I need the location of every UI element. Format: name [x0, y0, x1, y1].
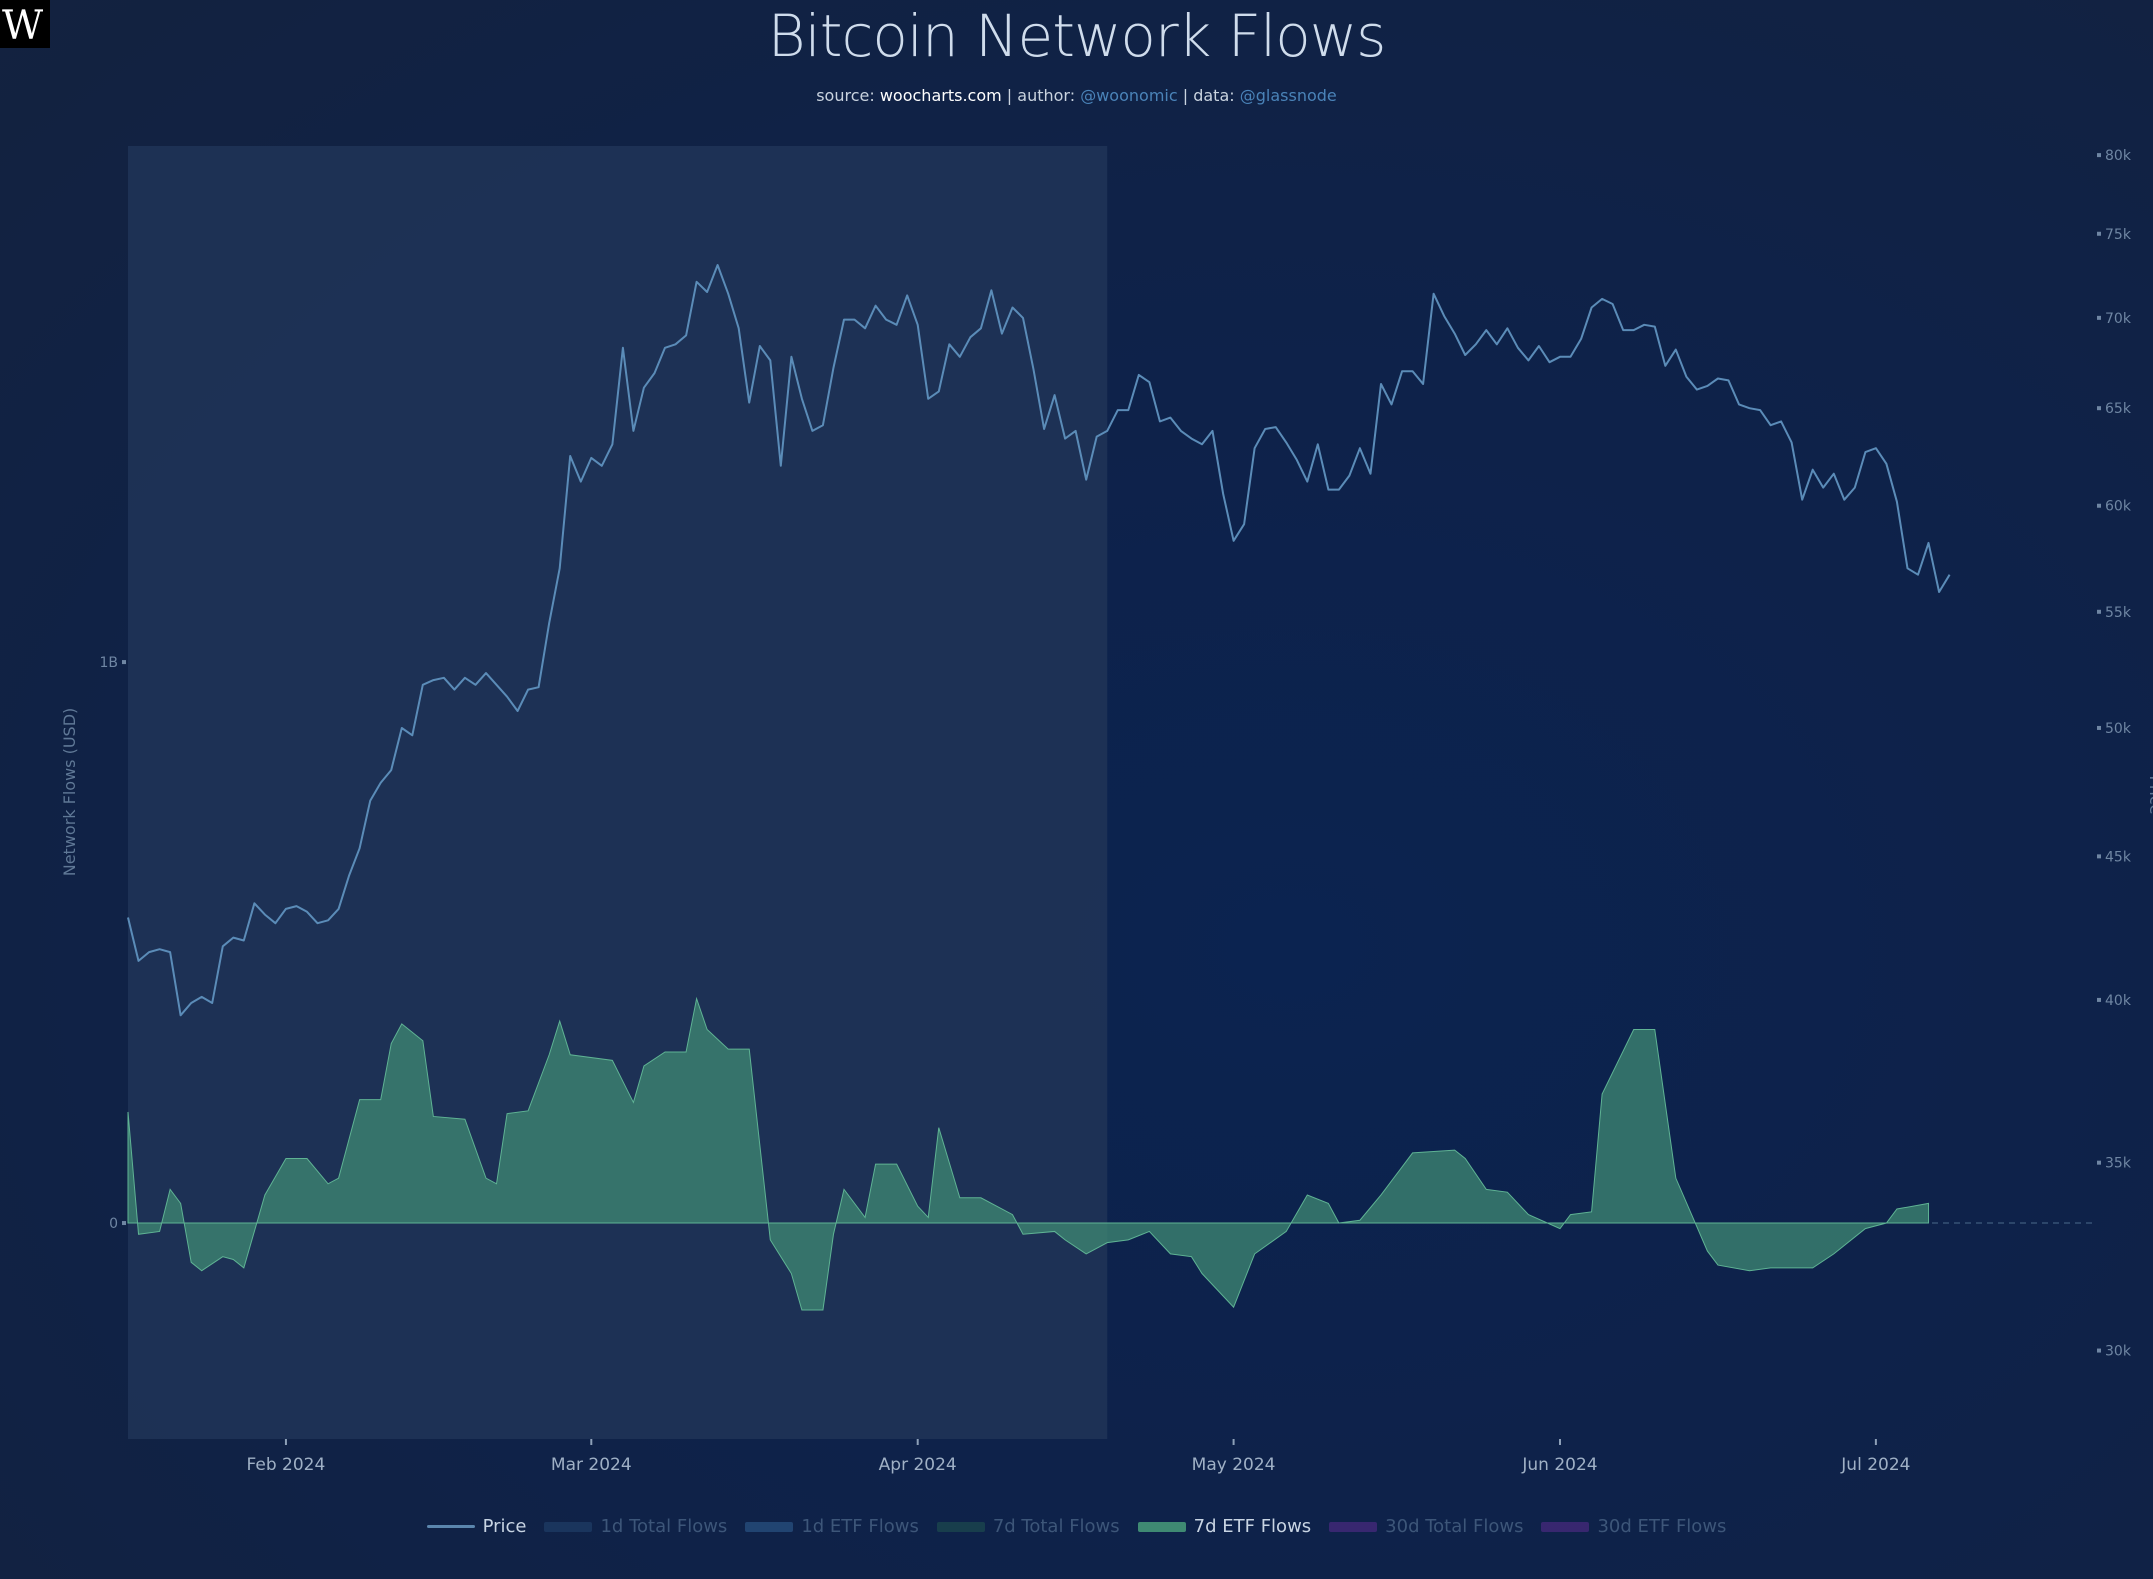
x-axis-tick-label: Mar 2024	[551, 1455, 632, 1475]
author-link[interactable]: @woonomic	[1080, 86, 1178, 105]
data-label: data:	[1193, 86, 1235, 105]
separator: |	[1182, 86, 1189, 105]
price-axis-tick-label: 50k	[2105, 721, 2132, 737]
legend: Price 1d Total Flows 1d ETF Flows 7d Total …	[0, 1516, 2153, 1537]
price-axis-tick-label: 40k	[2105, 993, 2132, 1009]
price-axis-tick-label: 70k	[2105, 311, 2132, 327]
x-axis-tick-label: Feb 2024	[247, 1455, 326, 1475]
legend-swatch	[1541, 1521, 1590, 1532]
price-axis-tick-mark	[2097, 609, 2101, 614]
legend-item-1d-total-flows[interactable]: 1d Total Flows	[544, 1516, 727, 1537]
price-axis-tick-mark	[2097, 1348, 2101, 1353]
flows-axis-tick-mark	[122, 660, 126, 665]
legend-item-7d-total-flows[interactable]: 7d Total Flows	[936, 1516, 1120, 1537]
legend-label: 7d Total Flows	[992, 1516, 1120, 1537]
legend-swatch	[1137, 1521, 1186, 1532]
flows-axis-tick-label: 0	[109, 1216, 118, 1232]
legend-label: 30d Total Flows	[1385, 1516, 1524, 1537]
price-axis-title: Price	[2146, 775, 2153, 814]
source-label: source:	[816, 86, 875, 105]
legend-item-30d-total-flows[interactable]: 30d Total Flows	[1329, 1516, 1523, 1537]
x-axis-tick-label: Jun 2024	[1521, 1455, 1597, 1475]
source-link[interactable]: woocharts.com	[879, 86, 1002, 105]
price-axis-tick-label: 35k	[2105, 1156, 2132, 1172]
price-axis-tick-mark	[2097, 406, 2101, 411]
flows-axis-tick-mark	[122, 1221, 126, 1226]
legend-swatch	[544, 1521, 593, 1532]
legend-label: 1d Total Flows	[600, 1516, 728, 1537]
legend-label: 7d ETF Flows	[1193, 1516, 1312, 1537]
price-axis-tick-label: 60k	[2105, 499, 2132, 515]
price-axis-tick-label: 75k	[2105, 227, 2132, 243]
price-axis-tick-mark	[2097, 997, 2101, 1002]
x-axis-tick-label: Jul 2024	[1840, 1455, 1910, 1475]
price-axis-tick-label: 45k	[2105, 849, 2132, 865]
legend-item-1d-etf-flows[interactable]: 1d ETF Flows	[745, 1516, 919, 1537]
price-axis-tick-label: 80k	[2105, 148, 2132, 164]
separator: |	[1006, 86, 1013, 105]
data-link[interactable]: @glassnode	[1239, 86, 1337, 105]
price-axis-tick-mark	[2097, 854, 2101, 859]
price-axis-tick-mark	[2097, 1160, 2101, 1165]
price-axis-tick-label: 55k	[2105, 605, 2132, 621]
chart-title: Bitcoin Network Flows	[767, 2, 1387, 70]
legend-swatch	[426, 1525, 475, 1528]
x-axis-tick-label: Apr 2024	[879, 1455, 957, 1475]
author-label: author:	[1017, 86, 1076, 105]
flows-axis-tick-label: 1B	[99, 655, 118, 671]
price-axis-tick-mark	[2097, 231, 2101, 236]
price-axis-tick-label: 65k	[2105, 401, 2132, 417]
legend-label: 1d ETF Flows	[801, 1516, 919, 1537]
legend-item-30d-etf-flows[interactable]: 30d ETF Flows	[1541, 1516, 1726, 1537]
price-axis-tick-mark	[2097, 153, 2101, 158]
woocharts-logo: W	[0, 0, 50, 49]
flows-axis-title: Network Flows (USD)	[60, 708, 79, 877]
legend-swatch	[936, 1521, 985, 1532]
legend-item-7d-etf-flows[interactable]: 7d ETF Flows	[1137, 1516, 1312, 1537]
legend-swatch	[745, 1521, 794, 1532]
highlight-region	[128, 146, 1108, 1439]
etf-flows-7d-area	[127, 996, 1930, 1311]
legend-label: Price	[482, 1516, 527, 1537]
price-axis-tick-label: 30k	[2105, 1344, 2132, 1360]
legend-label: 30d ETF Flows	[1597, 1516, 1727, 1537]
legend-item-price[interactable]: Price	[426, 1516, 527, 1537]
legend-swatch	[1329, 1521, 1378, 1532]
chart-subtitle: source: woocharts.com | author: @woonomi…	[0, 86, 2153, 105]
x-axis-tick-label: May 2024	[1192, 1455, 1276, 1475]
price-line	[127, 264, 1951, 1017]
price-axis-tick-mark	[2097, 725, 2101, 730]
price-axis-tick-mark	[2097, 503, 2101, 508]
price-axis-tick-mark	[2097, 315, 2101, 320]
